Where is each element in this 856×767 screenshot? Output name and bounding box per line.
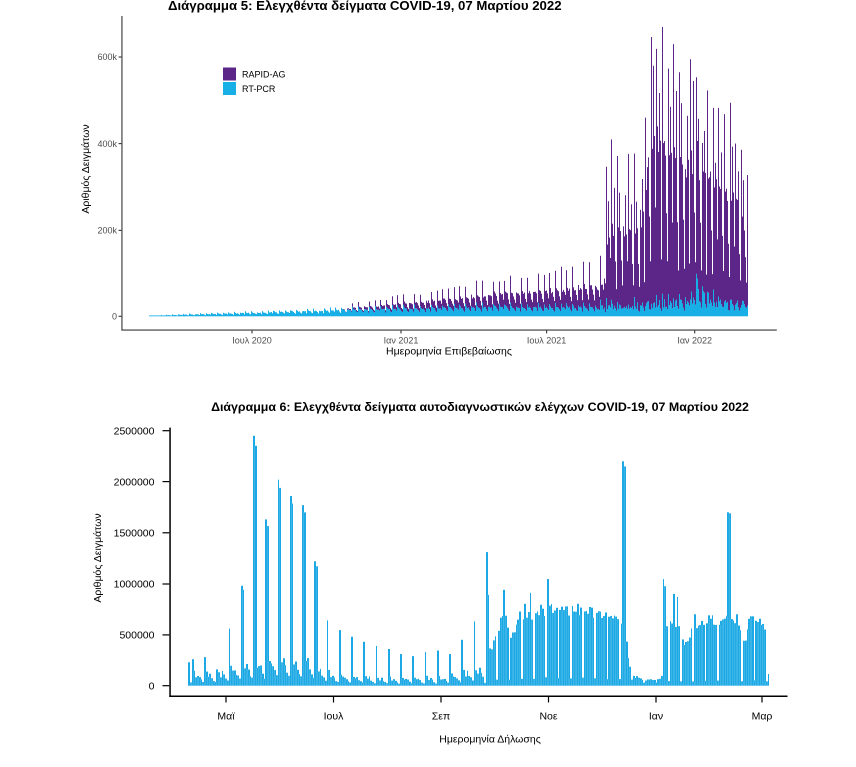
svg-text:1000000: 1000000 [114, 579, 155, 591]
svg-text:200k: 200k [97, 226, 117, 236]
svg-text:Σεπ: Σεπ [432, 711, 450, 723]
svg-text:Ιαν 2021: Ιαν 2021 [384, 336, 419, 346]
svg-text:0: 0 [149, 680, 155, 692]
svg-text:Αριθμός Δειγμάτων: Αριθμός Δειγμάτων [80, 124, 92, 213]
svg-text:Διάγραμμα 6: Ελεγχθέντα δείγμα: Διάγραμμα 6: Ελεγχθέντα δείγματα αυτοδια… [211, 400, 749, 414]
svg-text:1500000: 1500000 [114, 528, 155, 540]
svg-text:Ιουλ: Ιουλ [324, 711, 344, 723]
svg-text:400k: 400k [97, 139, 117, 149]
svg-text:Μαϊ: Μαϊ [217, 711, 235, 723]
svg-text:Ιουλ 2020: Ιουλ 2020 [232, 336, 271, 346]
svg-text:2500000: 2500000 [114, 425, 155, 437]
svg-text:0: 0 [112, 312, 117, 322]
svg-text:Ιαν: Ιαν [649, 711, 663, 723]
svg-text:Ιουλ 2021: Ιουλ 2021 [527, 336, 566, 346]
svg-text:Ιαν 2022: Ιαν 2022 [677, 336, 712, 346]
svg-text:2000000: 2000000 [114, 476, 155, 488]
svg-text:Νοε: Νοε [539, 711, 557, 723]
svg-text:Διάγραμμα 5: Ελεγχθέντα δείγμα: Διάγραμμα 5: Ελεγχθέντα δείγματα COVID-1… [168, 0, 562, 13]
svg-text:RAPID-AG: RAPID-AG [242, 70, 286, 80]
svg-text:500000: 500000 [119, 630, 154, 642]
svg-text:600k: 600k [97, 52, 117, 62]
svg-text:Ημερομηνία Δήλωσης: Ημερομηνία Δήλωσης [439, 734, 541, 746]
svg-text:RT-PCR: RT-PCR [242, 84, 276, 94]
svg-text:Μαρ: Μαρ [752, 711, 773, 723]
svg-text:Ημερομηνία Επιβεβαίωσης: Ημερομηνία Επιβεβαίωσης [386, 346, 512, 358]
svg-text:Αριθμός Δειγμάτων: Αριθμός Δειγμάτων [92, 513, 104, 602]
